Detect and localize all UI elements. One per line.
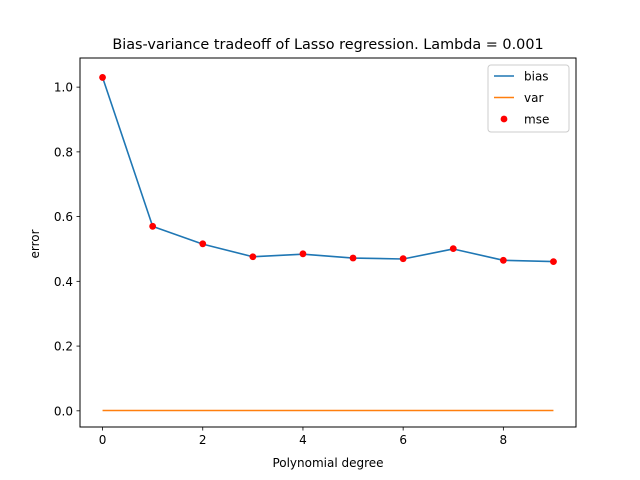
legend-label: var <box>524 91 543 105</box>
x-tick-label: 0 <box>99 433 107 447</box>
data-point-mse <box>99 74 106 81</box>
data-point-mse <box>449 245 457 253</box>
y-axis-label: error <box>28 229 42 258</box>
plot-area: 0 2 4 6 8 0.0 0.2 0.4 0.6 0.8 1.0 <box>54 74 557 447</box>
x-tick-label: 8 <box>500 433 508 447</box>
legend-swatch-mse <box>500 115 508 123</box>
legend-box <box>487 64 570 133</box>
data-point-mse <box>299 250 307 258</box>
legend: bias var mse <box>487 64 570 133</box>
x-axis-label: Polynomial degree <box>272 456 383 470</box>
x-tick-label: 2 <box>199 433 207 447</box>
axes-frame <box>79 57 577 428</box>
legend-label: mse <box>524 113 549 127</box>
y-tick-label: 0.4 <box>54 275 73 289</box>
x-tick-label: 6 <box>399 433 407 447</box>
y-tick-label: 0.6 <box>54 210 73 224</box>
data-point-mse <box>499 256 507 264</box>
y-tick-label: 0.8 <box>54 145 73 159</box>
y-tick-label: 0.2 <box>54 340 73 354</box>
y-tick-label: 1.0 <box>54 81 73 95</box>
legend-label: bias <box>524 70 549 84</box>
data-point-mse <box>149 222 157 230</box>
data-point-mse <box>249 253 257 261</box>
data-point-mse <box>199 240 207 248</box>
x-tick-label: 4 <box>299 433 307 447</box>
y-tick-label: 0.0 <box>54 404 73 418</box>
data-point-mse <box>550 258 557 265</box>
data-point-mse <box>349 254 357 262</box>
data-point-mse <box>399 255 407 263</box>
series-line-bias <box>101 77 554 263</box>
chart-title: Bias-variance tradeoff of Lasso regressi… <box>112 37 543 53</box>
